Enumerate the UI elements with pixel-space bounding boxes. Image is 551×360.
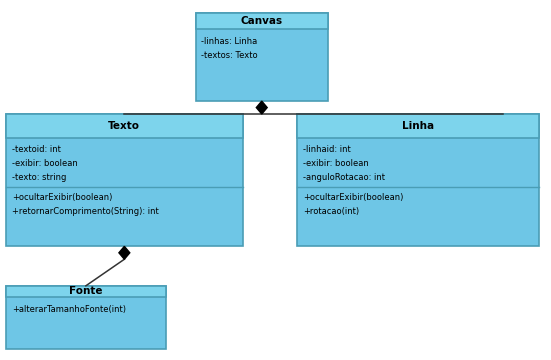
Bar (196, 13, 328, 29)
Text: Linha: Linha (402, 121, 434, 131)
Bar (196, 13, 328, 101)
Bar (6, 114, 242, 138)
Text: Fonte: Fonte (69, 287, 102, 296)
Text: -anguloRotacao: int: -anguloRotacao: int (303, 173, 385, 182)
Text: -linhas: Linha: -linhas: Linha (201, 37, 257, 46)
Text: -exibir: boolean: -exibir: boolean (12, 159, 78, 168)
Bar (6, 114, 242, 246)
Text: -exibir: boolean: -exibir: boolean (303, 159, 369, 168)
Text: -linhaid: int: -linhaid: int (303, 145, 351, 154)
Polygon shape (256, 101, 267, 114)
Bar (298, 114, 539, 138)
Bar (6, 286, 166, 297)
Text: -textoid: int: -textoid: int (12, 145, 61, 154)
Bar (298, 114, 539, 246)
Bar (6, 286, 166, 348)
Text: +alterarTamanhoFonte(int): +alterarTamanhoFonte(int) (12, 305, 126, 314)
Text: +ocultarExibir(boolean): +ocultarExibir(boolean) (303, 193, 403, 202)
Text: -texto: string: -texto: string (12, 173, 66, 182)
Text: +ocultarExibir(boolean): +ocultarExibir(boolean) (12, 193, 112, 202)
Polygon shape (119, 246, 130, 259)
Text: +rotacao(int): +rotacao(int) (303, 207, 359, 216)
Text: -textos: Texto: -textos: Texto (201, 50, 258, 59)
Text: Texto: Texto (109, 121, 141, 131)
Text: +retornarComprimento(String): int: +retornarComprimento(String): int (12, 207, 159, 216)
Text: Canvas: Canvas (241, 16, 283, 26)
